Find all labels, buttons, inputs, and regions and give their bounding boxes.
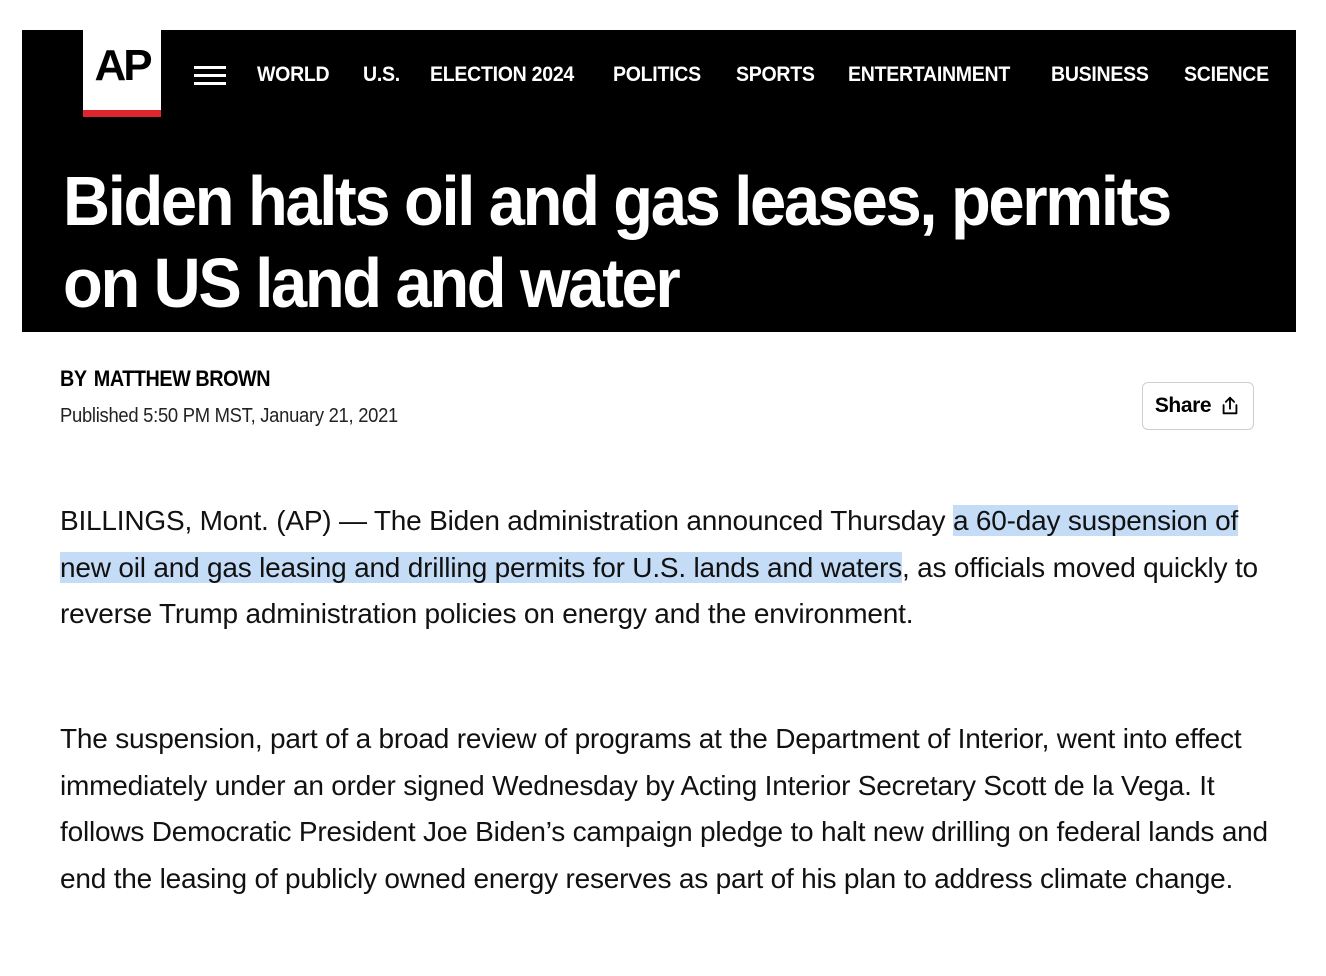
article-paragraph: BILLINGS, Mont. (AP) — The Biden adminis…: [60, 498, 1275, 638]
nav-item-business[interactable]: BUSINESS: [1050, 63, 1149, 86]
nav-item-us[interactable]: U.S.: [362, 63, 400, 86]
nav-item-election-2024[interactable]: ELECTION 2024: [430, 63, 575, 86]
article-paragraph: The suspension, part of a broad review o…: [60, 723, 1268, 894]
author-name[interactable]: MATTHEW BROWN: [93, 366, 271, 391]
paragraph-text: BILLINGS, Mont. (AP) — The Biden adminis…: [60, 505, 953, 536]
main-nav: WORLD U.S. ELECTION 2024 POLITICS SPORTS…: [257, 58, 1271, 92]
nav-item-politics[interactable]: POLITICS: [613, 63, 702, 86]
paragraph-text: , as officials moved quickly to reverse …: [60, 551, 1258, 630]
masthead: AP WORLD U.S. ELECTION 2024 POLITICS SPO…: [22, 30, 1296, 332]
byline: BY MATTHEW BROWN: [60, 366, 271, 392]
published-timestamp: Published 5:50 PM MST, January 21, 2021: [60, 405, 399, 427]
share-button[interactable]: Share: [1142, 382, 1254, 430]
hamburger-menu-icon[interactable]: [194, 64, 226, 88]
nav-item-science[interactable]: SCIENCE: [1183, 63, 1269, 86]
share-button-label: Share: [1154, 394, 1212, 417]
byline-prefix: BY: [60, 366, 87, 391]
share-upload-icon: [1222, 396, 1238, 415]
ap-logo[interactable]: AP: [83, 30, 161, 117]
nav-item-sports[interactable]: SPORTS: [735, 63, 815, 86]
ap-logo-red-bar: [83, 110, 161, 117]
nav-item-world[interactable]: WORLD: [257, 63, 330, 86]
article-headline: Biden halts oil and gas leases, permits …: [63, 162, 1172, 322]
ap-logo-text: AP: [94, 41, 152, 90]
nav-item-entertainment[interactable]: ENTERTAINMENT: [848, 63, 1011, 86]
